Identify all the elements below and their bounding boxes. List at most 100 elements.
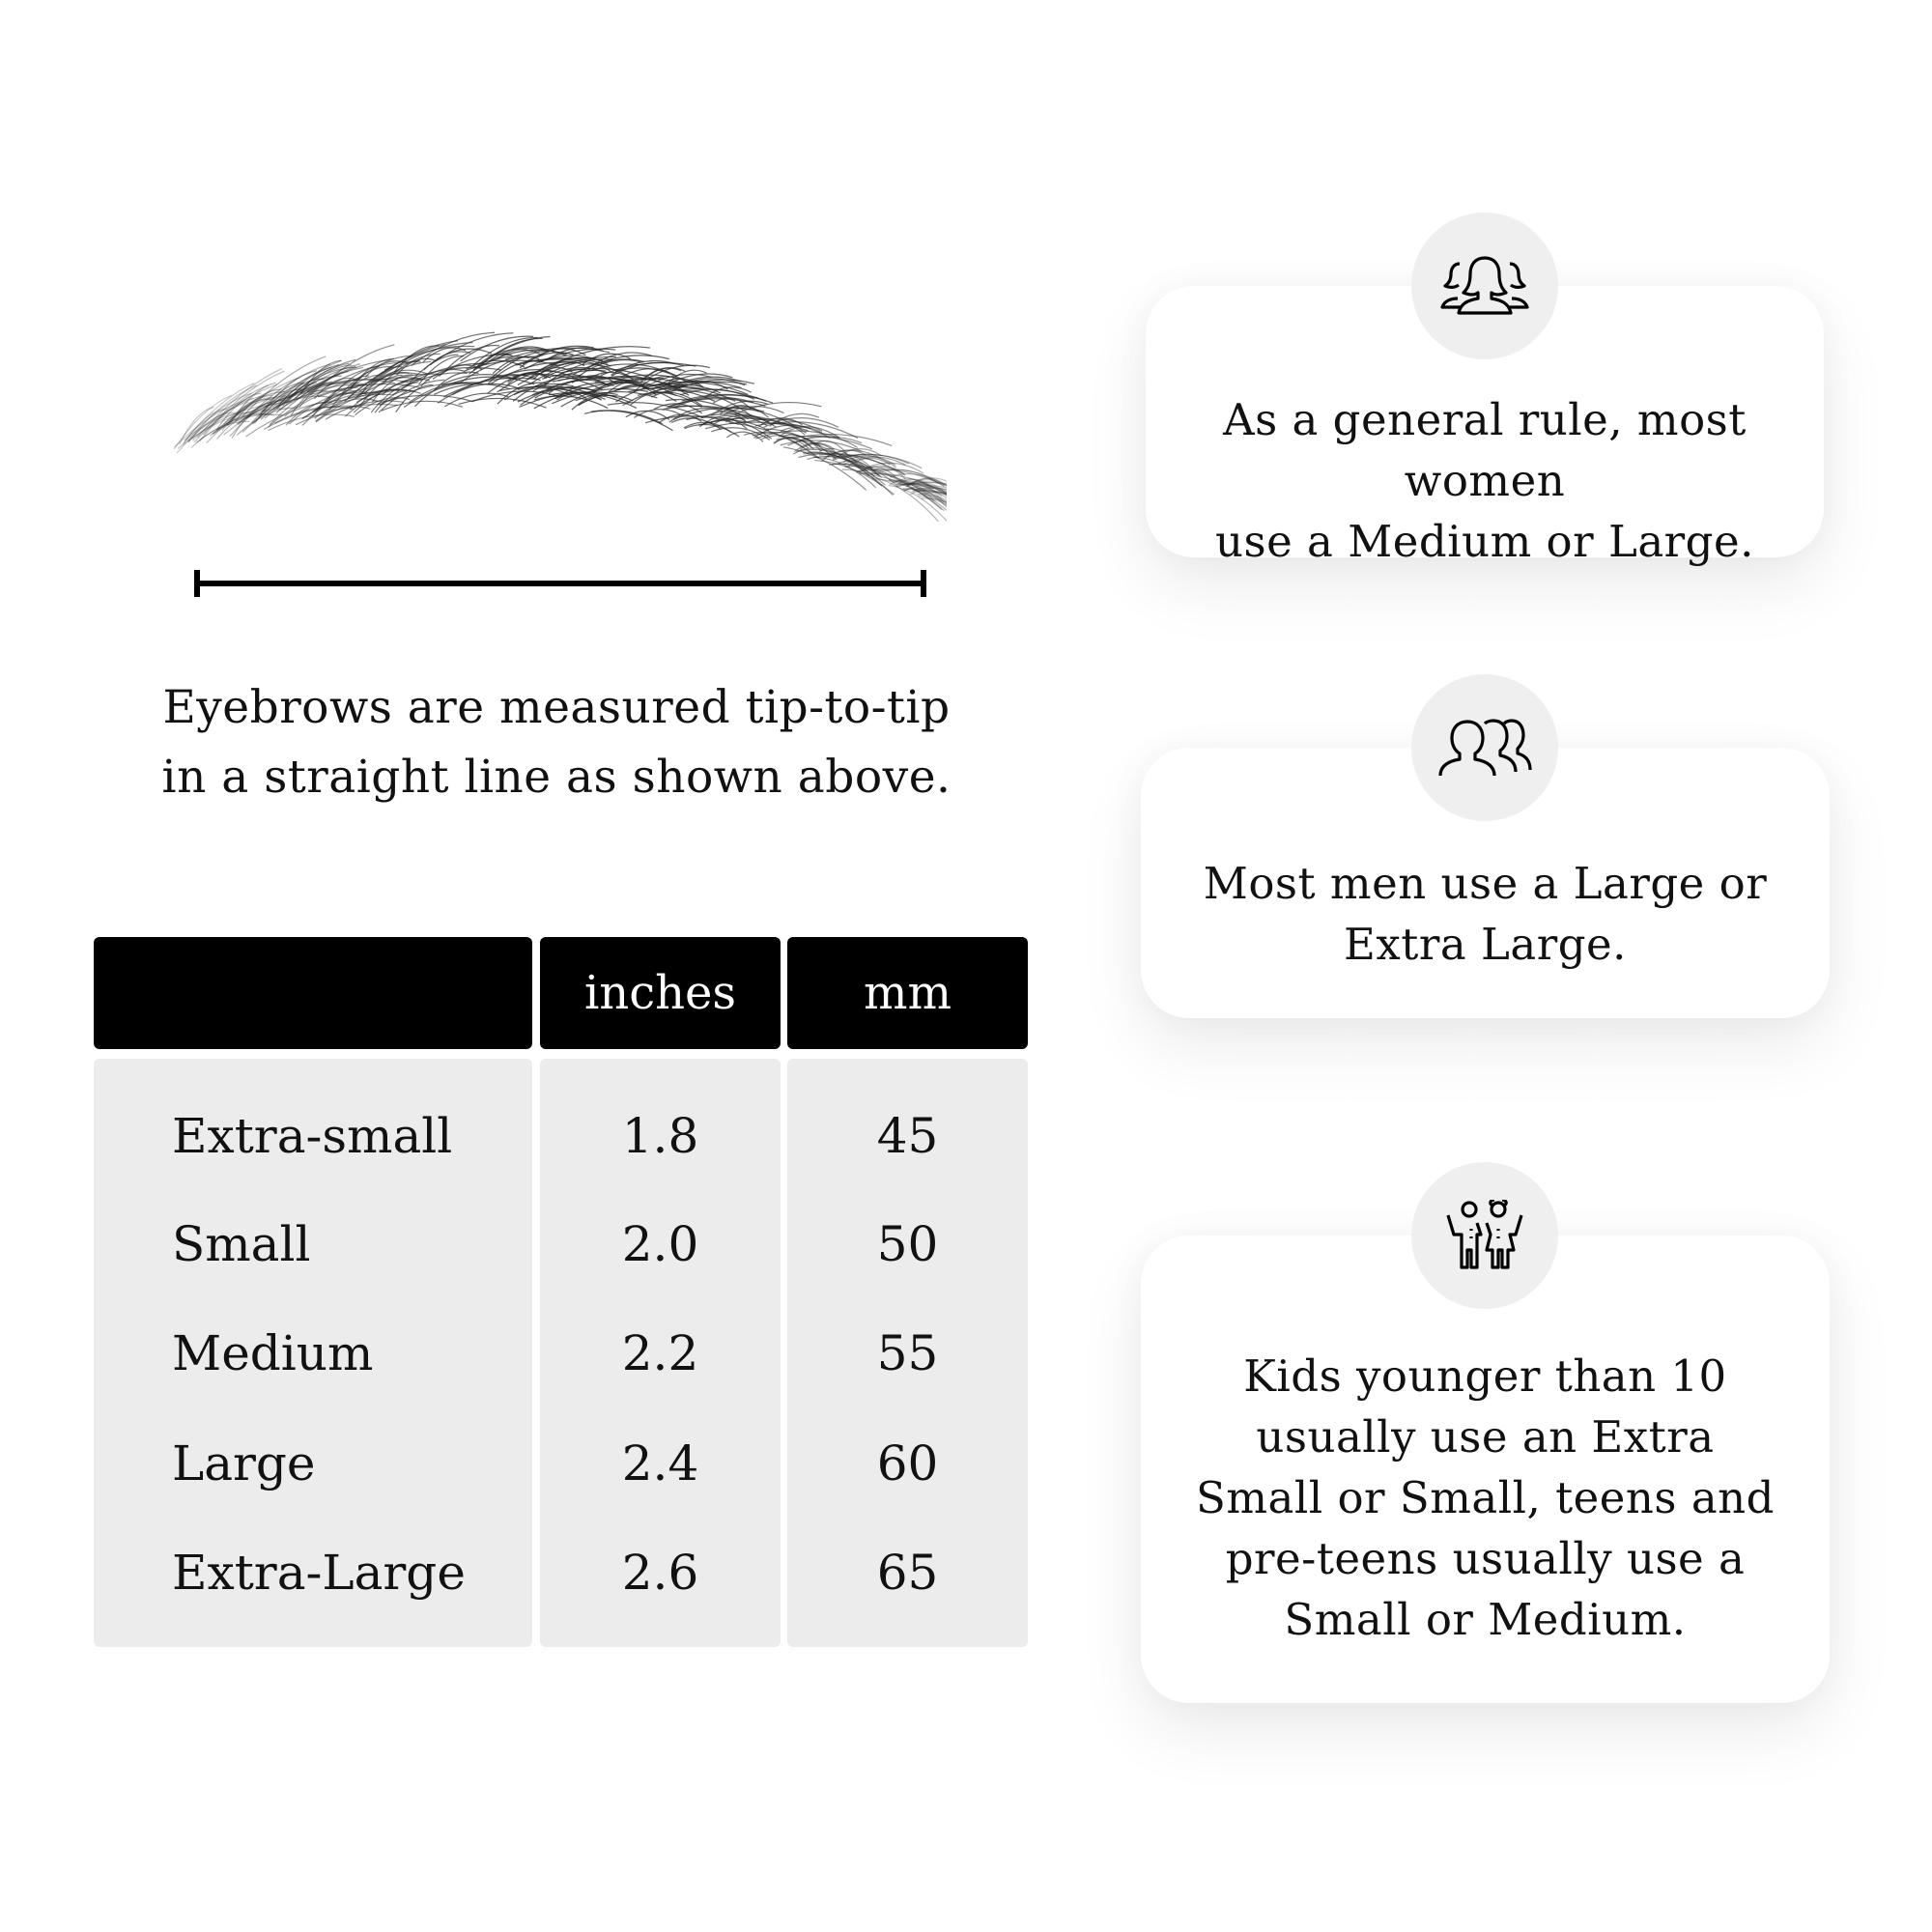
eyebrow-hair xyxy=(212,413,275,435)
eyebrow-hair xyxy=(370,382,419,413)
eyebrow-hair xyxy=(912,487,945,503)
eyebrow-hair xyxy=(221,394,272,431)
eyebrow-hair xyxy=(227,397,275,427)
eyebrow-hair xyxy=(662,394,758,411)
eyebrow-hair xyxy=(921,493,947,501)
eyebrow-hair xyxy=(216,412,263,440)
eyebrow-hair xyxy=(841,469,894,497)
row-mm: 55 xyxy=(876,1325,939,1381)
eyebrow-hair xyxy=(780,425,840,439)
women-text-1: As a general rule, most women xyxy=(1223,394,1747,506)
eyebrow-hair xyxy=(418,355,465,385)
eyebrow-hair xyxy=(488,346,547,362)
men-text-2: Extra Large. xyxy=(1344,919,1627,970)
eyebrow-hair xyxy=(242,382,325,433)
eyebrow-hair xyxy=(893,480,947,497)
eyebrow-hair xyxy=(807,456,868,472)
eyebrow-hair xyxy=(912,487,947,492)
eyebrow-hair xyxy=(359,374,403,407)
eyebrow-hair xyxy=(235,388,281,422)
eyebrow-hair xyxy=(230,382,276,423)
eyebrow-hair xyxy=(605,381,645,396)
row-size: Extra-small xyxy=(172,1108,453,1164)
eyebrow-hair xyxy=(199,384,269,442)
eyebrow-hair xyxy=(667,405,765,421)
eyebrow-hair xyxy=(183,408,227,443)
eyebrow-hair xyxy=(503,383,574,401)
eyebrow-hair xyxy=(400,362,488,390)
eyebrow-hair xyxy=(907,477,947,487)
eyebrow-hair xyxy=(543,367,607,379)
eyebrow-hair xyxy=(897,483,947,494)
eyebrow-hair xyxy=(911,488,947,507)
eyebrow-hair xyxy=(889,472,946,488)
eyebrow-hair xyxy=(394,345,440,373)
row-inches: 2.2 xyxy=(621,1325,699,1381)
eyebrow-hair xyxy=(725,431,764,442)
eyebrow-hair xyxy=(490,350,554,380)
eyebrow-hair xyxy=(197,368,283,439)
eyebrow-hair xyxy=(202,370,285,436)
eyebrow-hair xyxy=(867,473,945,512)
kids-text-1: Kids younger than 10 xyxy=(1243,1350,1727,1402)
eyebrow-hair xyxy=(223,387,317,436)
eyebrow-hair xyxy=(260,382,304,414)
eyebrow-hair xyxy=(177,409,266,449)
eyebrow-hair xyxy=(300,359,342,395)
row-size: Medium xyxy=(172,1325,374,1381)
eyebrow-hair xyxy=(451,383,521,396)
eyebrow-hair xyxy=(781,434,822,452)
eyebrow-hair xyxy=(272,389,366,409)
eyebrow-hair xyxy=(648,391,703,407)
eyebrow-hair xyxy=(190,420,250,448)
row-inches: 2.0 xyxy=(621,1216,699,1272)
eyebrow-hair xyxy=(213,413,284,435)
eyebrow-hair xyxy=(264,363,360,419)
eyebrow-hair xyxy=(821,449,867,462)
eyebrow-hair xyxy=(743,418,823,432)
eyebrow-hair xyxy=(683,421,732,434)
eyebrow-hair xyxy=(209,401,293,437)
eyebrow-hair xyxy=(298,370,349,409)
eyebrow-hair xyxy=(865,462,924,474)
eyebrow-hair xyxy=(497,382,548,405)
row-size: Small xyxy=(172,1216,311,1272)
row-inches: 2.4 xyxy=(621,1435,699,1492)
header-mm: mm xyxy=(787,937,1028,1049)
eyebrow-hair xyxy=(519,352,574,369)
eyebrow-hair xyxy=(782,446,867,491)
row-mm: 65 xyxy=(876,1545,939,1601)
eyebrow-hair xyxy=(195,408,281,443)
eyebrow-hair xyxy=(512,375,582,402)
eyebrow-hair xyxy=(245,363,331,419)
eyebrow-hair xyxy=(611,361,684,377)
measurement-line xyxy=(194,570,926,597)
eyebrow-hair xyxy=(301,387,368,426)
eyebrow-hair xyxy=(590,363,670,374)
eyebrow-hair xyxy=(186,392,252,441)
eyebrow-hair xyxy=(753,424,811,439)
eyebrow-hair xyxy=(901,488,947,495)
row-mm: 45 xyxy=(876,1108,939,1164)
kids-text-3: Small or Small, teens and xyxy=(1196,1472,1775,1523)
eyebrow-hair xyxy=(551,346,651,366)
eyebrow-hair xyxy=(264,395,332,415)
inches-column xyxy=(540,1059,781,1647)
eyebrow-hair xyxy=(310,344,395,396)
eyebrow-hair xyxy=(517,385,606,400)
eyebrow-hair xyxy=(442,377,536,398)
eyebrow-hair xyxy=(315,406,371,423)
eyebrow-hair xyxy=(349,357,395,390)
eyebrow-hair xyxy=(444,344,500,372)
eyebrow-hair xyxy=(347,343,446,399)
eyebrow-hair xyxy=(245,399,341,438)
eyebrow-hair xyxy=(723,406,784,415)
eyebrow-hair xyxy=(644,415,739,425)
kids-text-5: Small or Medium. xyxy=(1284,1594,1687,1645)
eyebrow-hair xyxy=(547,378,651,389)
women-card: As a general rule, most women use a Medi… xyxy=(1146,286,1824,567)
eyebrow-hair xyxy=(432,354,510,380)
eyebrow-hair xyxy=(278,378,325,407)
eyebrow-hair xyxy=(921,497,947,503)
eyebrow-hair xyxy=(179,406,214,444)
